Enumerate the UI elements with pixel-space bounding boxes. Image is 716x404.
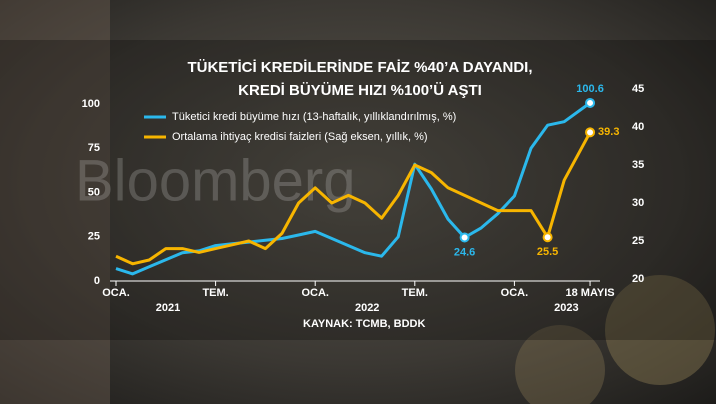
- y2-tick-label: 45: [632, 83, 644, 95]
- value-label: 100.6: [576, 83, 604, 95]
- legend-label: Ortalama ihtiyaç kredisi faizleri (Sağ e…: [172, 131, 428, 143]
- year-label: 2022: [355, 302, 379, 314]
- chart-title: KREDİ BÜYÜME HIZI %100’Ü AŞTI: [238, 82, 482, 99]
- y-tick-label: 50: [88, 186, 100, 198]
- year-label: 2023: [554, 302, 578, 314]
- value-label: 24.6: [454, 246, 475, 258]
- x-tick-label: OCA.: [501, 287, 529, 299]
- y-tick-label: 0: [94, 275, 100, 287]
- y2-tick-label: 30: [632, 197, 644, 209]
- watermark: Bloomberg: [75, 148, 355, 213]
- x-tick-label: OCA.: [102, 287, 130, 299]
- point-marker: [542, 232, 553, 243]
- y-tick-label: 100: [82, 98, 100, 110]
- y2-tick-label: 40: [632, 121, 644, 133]
- value-label: 25.5: [537, 246, 558, 258]
- legend-label: Tüketici kredi büyüme hızı (13-haftalık,…: [172, 111, 456, 123]
- x-tick-label: TEM.: [402, 287, 428, 299]
- source: KAYNAK: TCMB, BDDK: [303, 318, 425, 330]
- y2-tick-label: 20: [632, 273, 644, 285]
- y-tick-label: 25: [88, 231, 100, 243]
- series-line: [115, 131, 592, 266]
- x-tick-label: TEM.: [202, 287, 228, 299]
- point-marker: [585, 97, 596, 108]
- y2-tick-label: 25: [632, 235, 644, 247]
- overlay: [0, 40, 716, 340]
- y2-tick-label: 35: [632, 159, 644, 171]
- x-tick-label: OCA.: [301, 287, 329, 299]
- point-marker: [585, 127, 596, 138]
- background-coin: [605, 275, 715, 385]
- background-note: [0, 0, 110, 404]
- chart-title: TÜKETİCİ KREDİLERİNDE FAİZ %40’A DAYANDI…: [187, 59, 532, 76]
- x-tick-label: 18 MAYIS: [565, 287, 614, 299]
- background-coin: [515, 325, 605, 404]
- value-label: 39.3: [598, 126, 619, 138]
- y-tick-label: 75: [88, 142, 100, 154]
- year-label: 2021: [156, 302, 180, 314]
- point-marker: [459, 232, 470, 243]
